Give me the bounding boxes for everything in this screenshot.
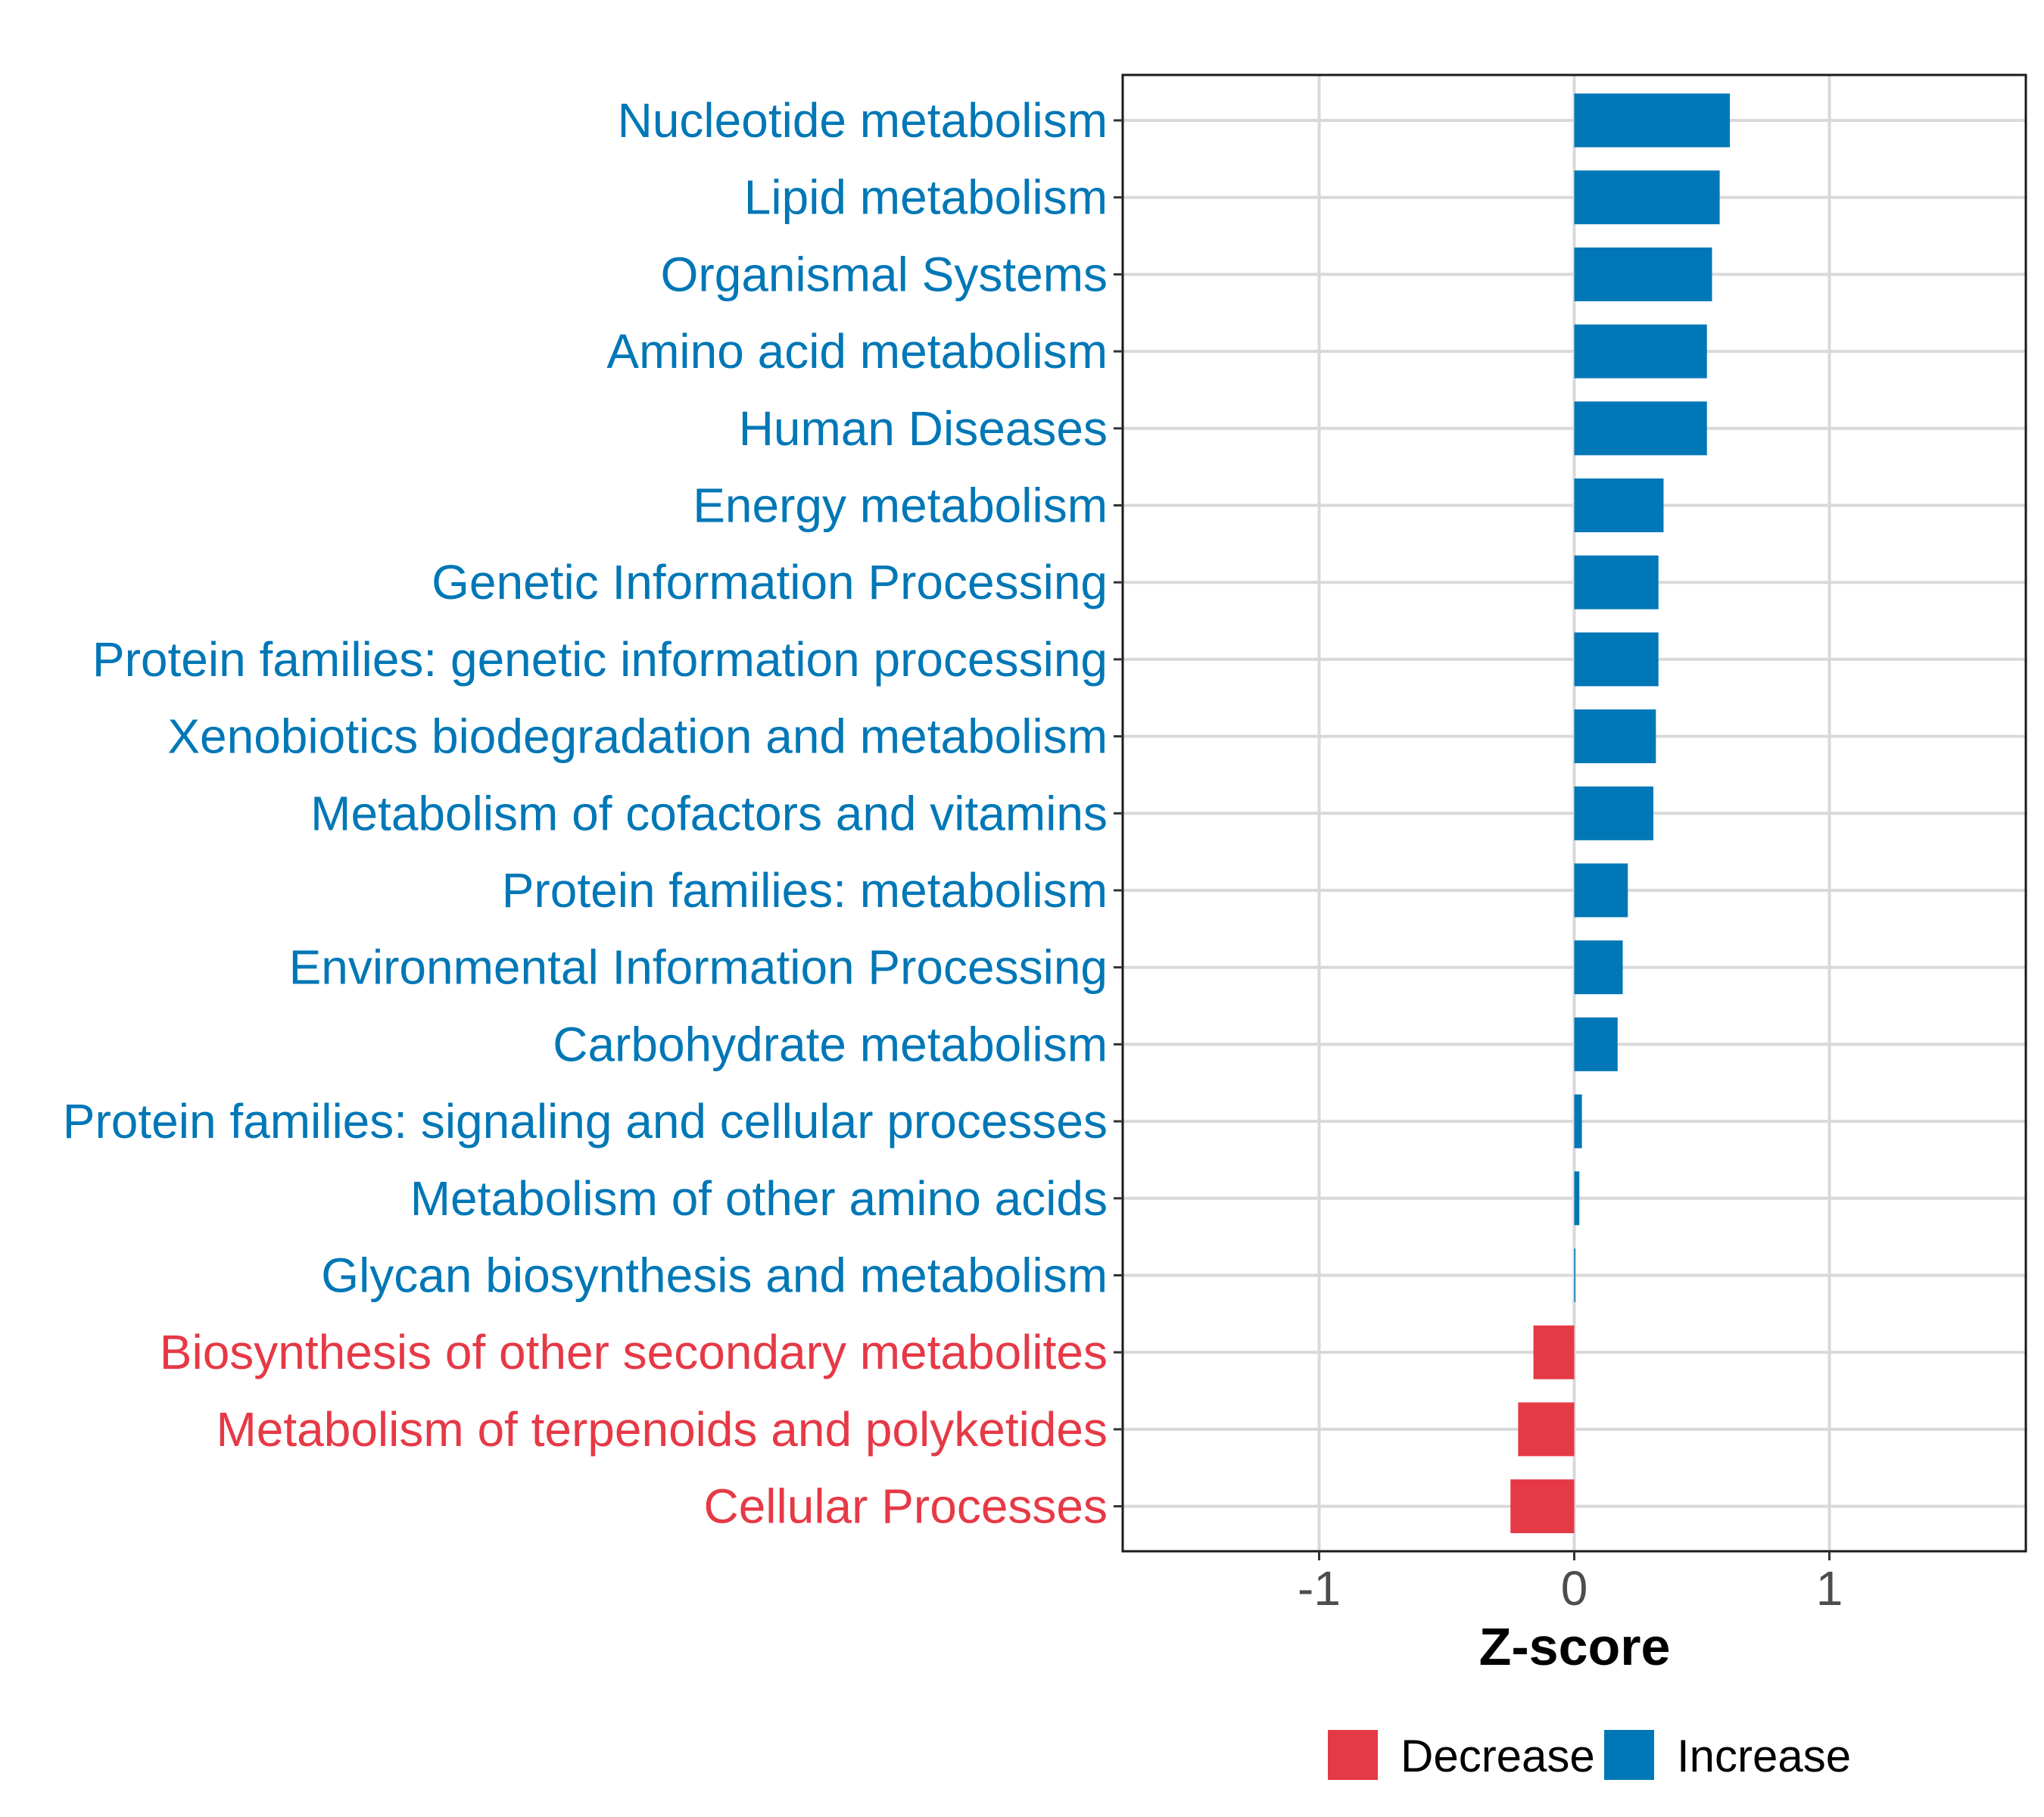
category-label: Protein families: genetic information pr… xyxy=(92,632,1108,687)
category-label: Biosynthesis of other secondary metaboli… xyxy=(160,1325,1108,1379)
legend-label-increase: Increase xyxy=(1677,1731,1851,1781)
bar xyxy=(1518,1402,1575,1457)
bar xyxy=(1574,786,1653,840)
category-label: Glycan biosynthesis and metabolism xyxy=(321,1248,1108,1303)
category-label: Human Diseases xyxy=(739,401,1108,456)
category-label: Xenobiotics biodegradation and metabolis… xyxy=(167,709,1108,764)
category-label: Energy metabolism xyxy=(693,478,1108,533)
category-label: Cellular Processes xyxy=(703,1479,1108,1534)
category-label: Protein families: metabolism xyxy=(502,863,1108,918)
x-axis-title: Z-score xyxy=(1479,1617,1671,1676)
bar xyxy=(1574,1017,1618,1071)
bar xyxy=(1574,1094,1582,1148)
category-label: Genetic Information Processing xyxy=(432,555,1108,609)
x-tick-label: 0 xyxy=(1561,1561,1588,1616)
category-label: Metabolism of terpenoids and polyketides xyxy=(216,1402,1108,1457)
bar xyxy=(1574,709,1656,764)
category-label: Metabolism of cofactors and vitamins xyxy=(310,786,1108,840)
bars xyxy=(1510,93,1731,1534)
x-tick-label: 1 xyxy=(1816,1561,1843,1616)
bar xyxy=(1574,324,1707,379)
bar xyxy=(1574,478,1664,532)
bar xyxy=(1574,632,1659,687)
bar xyxy=(1574,1248,1575,1302)
category-label: Organismal Systems xyxy=(661,247,1108,301)
category-label: Metabolism of other amino acids xyxy=(410,1171,1108,1226)
bar xyxy=(1574,555,1659,609)
bar xyxy=(1574,940,1623,995)
x-axis-ticks xyxy=(1317,1551,1831,1560)
bar xyxy=(1574,1171,1580,1226)
x-axis-labels: -1 0 1 xyxy=(1298,1561,1843,1616)
y-axis-ticks xyxy=(1114,119,1123,1508)
legend-label-decrease: Decrease xyxy=(1401,1731,1595,1781)
category-label: Carbohydrate metabolism xyxy=(553,1017,1108,1071)
y-axis-labels: Nucleotide metabolism Lipid metabolism Org… xyxy=(63,93,1108,1534)
legend: Decrease Increase xyxy=(1328,1730,1851,1781)
x-tick-label: -1 xyxy=(1298,1561,1341,1616)
category-label: Lipid metabolism xyxy=(744,170,1108,225)
bar xyxy=(1574,247,1712,301)
bar xyxy=(1574,93,1731,148)
legend-swatch-decrease xyxy=(1328,1730,1378,1780)
category-label: Environmental Information Processing xyxy=(289,940,1108,995)
bar xyxy=(1533,1325,1575,1379)
category-label: Amino acid metabolism xyxy=(606,324,1108,379)
category-label: Nucleotide metabolism xyxy=(618,93,1108,148)
bar xyxy=(1510,1479,1575,1534)
bar xyxy=(1574,863,1628,918)
legend-swatch-increase xyxy=(1604,1730,1654,1780)
bar xyxy=(1574,401,1707,456)
bar xyxy=(1574,170,1720,225)
category-label: Protein families: signaling and cellular… xyxy=(63,1094,1108,1148)
